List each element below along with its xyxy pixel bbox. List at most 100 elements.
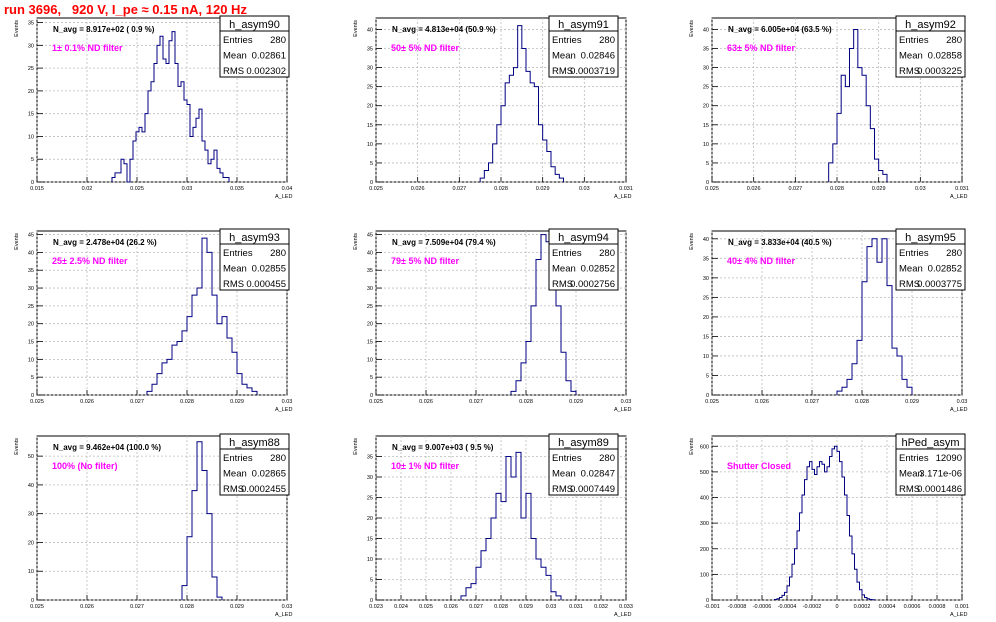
x-tick-label: 0.03 (915, 186, 926, 192)
y-tick-label: 35 (367, 47, 373, 53)
stats-key: Mean (223, 51, 247, 62)
stats-key: RMS (899, 66, 920, 77)
x-tick-label: -0.0006 (753, 604, 772, 610)
x-tick-label: 0.03 (579, 186, 590, 192)
filter-label: Shutter Closed (727, 461, 791, 471)
y-tick-label: 25 (367, 85, 373, 91)
filter-label: 10± 1% ND filter (391, 461, 459, 471)
histogram-outline (181, 441, 223, 600)
y-tick-label: 35 (28, 268, 34, 274)
histogram-outline (836, 238, 913, 395)
x-tick-label: 0.029 (872, 186, 886, 192)
histogram-outline (774, 445, 875, 601)
stats-value: 0.0003225 (917, 66, 962, 77)
stats-title: h_asym91 (558, 19, 609, 31)
y-tick-label: 20 (28, 89, 34, 95)
navg-label: N_avg = 9.462e+04 (100.0 %) (53, 443, 161, 452)
x-tick-label: 0.025 (130, 186, 144, 192)
x-tick-label: 0.026 (747, 186, 761, 192)
y-tick-label: 0 (31, 393, 34, 399)
y-tick-label: 30 (367, 66, 373, 72)
y-tick-label: 45 (367, 233, 373, 239)
x-tick-label: 0.025 (419, 604, 433, 610)
stats-value: 0.02855 (252, 264, 286, 275)
stats-value: 0.0001486 (917, 484, 962, 495)
x-tick-label: 0.032 (594, 604, 608, 610)
navg-label: N_avg = 2.478e+04 (26.2 %) (53, 238, 157, 247)
y-tick-label: 25 (703, 85, 709, 91)
stats-value: 280 (270, 248, 286, 259)
x-tick-label: 0.027 (130, 399, 144, 405)
y-tick-label: 15 (367, 123, 373, 129)
stats-box (219, 433, 290, 496)
y-axis-label: Events (353, 20, 359, 37)
x-tick-label: 0.029 (536, 186, 550, 192)
x-tick-label: 0.029 (569, 399, 583, 405)
x-tick-label: 0.03 (282, 604, 293, 610)
stats-value: 0.02852 (928, 264, 962, 275)
stats-value: 0.0003775 (917, 279, 962, 290)
x-axis-label: A_LED (275, 194, 292, 200)
x-tick-label: 0.0008 (929, 604, 946, 610)
x-tick-label: 0.025 (30, 399, 44, 405)
x-tick-label: 0.029 (519, 604, 533, 610)
stats-key: RMS (552, 279, 573, 290)
filter-label: 40± 4% ND filter (727, 256, 795, 266)
navg-label: N_avg = 7.509e+04 (79.4 %) (392, 238, 496, 247)
filter-label: 1± 0.1% ND filter (52, 43, 123, 53)
filter-label: 25± 2.5% ND filter (52, 256, 128, 266)
x-tick-label: 0.03 (621, 399, 632, 405)
stats-value: 280 (946, 248, 962, 259)
stats-title: h_asym88 (229, 437, 280, 449)
x-tick-label: 0.028 (494, 604, 508, 610)
x-tick-label: 0.026 (80, 604, 94, 610)
x-tick-label: 0.033 (619, 604, 633, 610)
y-tick-label: 35 (367, 455, 373, 461)
y-tick-label: 0 (31, 598, 34, 604)
y-tick-label: 0 (31, 180, 34, 186)
y-axis-label: Events (14, 438, 20, 455)
x-axis-label: A_LED (950, 194, 967, 200)
y-tick-label: 30 (367, 475, 373, 481)
x-tick-label: 0.04 (282, 186, 293, 192)
histogram-outline (510, 234, 577, 395)
y-tick-label: 500 (700, 470, 709, 476)
y-tick-label: 15 (28, 340, 34, 346)
stats-key: Entries (223, 35, 253, 46)
x-tick-label: 0.0004 (879, 604, 896, 610)
y-tick-label: 5 (706, 373, 709, 379)
histogram-outline (146, 237, 258, 395)
y-tick-label: 0 (370, 180, 373, 186)
y-tick-label: 40 (28, 483, 34, 489)
y-tick-label: 5 (706, 161, 709, 167)
stats-box (895, 433, 966, 496)
y-tick-label: 10 (703, 354, 709, 360)
filter-label: 100% (No filter) (52, 461, 118, 471)
stats-value: 280 (270, 453, 286, 464)
y-tick-label: 20 (28, 540, 34, 546)
stats-value: 12090 (936, 453, 962, 464)
x-tick-label: 0.015 (30, 186, 44, 192)
x-tick-label: 0.023 (369, 604, 383, 610)
stats-box (895, 15, 966, 78)
y-tick-label: 40 (703, 237, 709, 243)
stats-value: 0.000455 (246, 279, 286, 290)
stats-box (548, 15, 619, 78)
x-axis-label: A_LED (614, 612, 631, 618)
x-tick-label: 0.03 (546, 604, 557, 610)
histogram-panel-h_asym88: 0.025 0.026 0.027 0.028 0.029 0.03 0 10 20 30 40 50… (14, 433, 293, 618)
navg-label: N_avg = 3.833e+04 (40.5 %) (728, 238, 832, 247)
x-tick-label: 0.025 (369, 399, 383, 405)
stats-key: RMS (899, 484, 920, 495)
stats-value: 0.0003719 (570, 66, 615, 77)
x-tick-label: 0.03 (282, 399, 293, 405)
x-tick-label: -0.0008 (728, 604, 747, 610)
y-tick-label: 25 (367, 496, 373, 502)
y-axis-label: Events (689, 233, 695, 250)
x-tick-label: 0.027 (788, 186, 802, 192)
y-tick-label: 10 (28, 134, 34, 140)
stats-value: 280 (599, 248, 615, 259)
y-tick-label: 40 (703, 27, 709, 33)
y-tick-label: 0 (706, 598, 709, 604)
x-tick-label: 0.029 (905, 399, 919, 405)
